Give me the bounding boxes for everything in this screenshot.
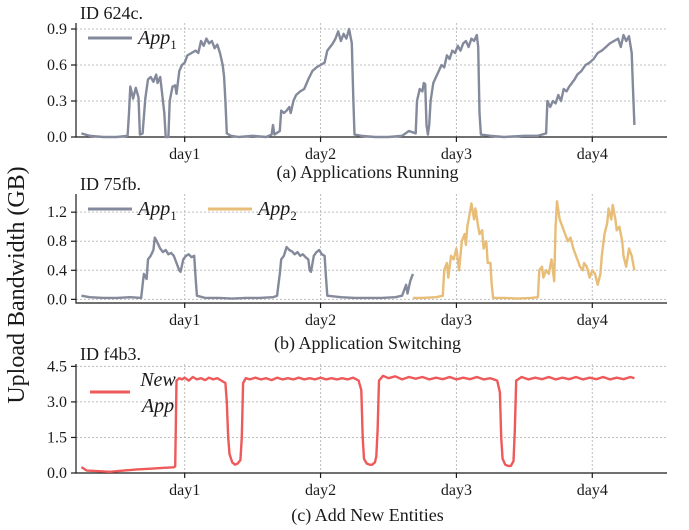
legend: New App	[90, 369, 176, 417]
chart-panel-2: 0.0 0.4 0.8 1.2 day1 day2 day3 day4 ID 75fb. (b) …	[47, 174, 667, 354]
panel-id: ID 624c.	[80, 3, 143, 23]
x-tick-label: day4	[577, 312, 608, 329]
legend: App1	[88, 27, 177, 52]
legend-entry-2: App2	[256, 198, 297, 223]
legend-entry-name: App	[136, 198, 170, 220]
legend: App1 App2	[88, 198, 297, 223]
series-line-1	[81, 236, 415, 300]
axis-frame	[75, 194, 667, 304]
series-line-2	[412, 200, 636, 300]
x-tick-label: day3	[441, 146, 472, 163]
series-line-1	[81, 27, 636, 139]
legend-entry-subscript: 1	[170, 208, 177, 223]
x-tick-label: day1	[169, 146, 200, 163]
y-tick-label: 0.3	[47, 93, 67, 110]
y-tick-label: 0.4	[47, 262, 67, 279]
x-tick-label: day3	[441, 312, 472, 329]
y-tick-label: 3.0	[47, 394, 67, 411]
legend-entry-1: App1	[136, 198, 177, 223]
x-tick-label: day1	[169, 482, 200, 499]
x-tick-label: day2	[305, 146, 336, 163]
panel-id: ID f4b3.	[80, 344, 141, 364]
y-tick-label: 4.5	[47, 358, 67, 375]
panel-caption: (a) Applications Running	[277, 162, 459, 183]
y-tick-label: 0.8	[47, 233, 67, 250]
x-tick-label: day3	[441, 482, 472, 499]
series-line-1	[80, 374, 635, 473]
legend-entry-name: App	[256, 198, 290, 220]
x-tick-label: day1	[169, 312, 200, 329]
legend-entry-line: New	[139, 369, 176, 391]
y-tick-label: 0.0	[47, 129, 67, 146]
y-tick-label: 0.9	[47, 21, 67, 38]
x-tick-label: day2	[305, 312, 336, 329]
y-axis-label: Upload Bandwidth (GB)	[4, 166, 30, 403]
panel-caption: (b) Application Switching	[274, 333, 461, 354]
y-tick-label: 1.5	[47, 429, 67, 446]
x-tick-label: day4	[577, 146, 608, 163]
legend-entry-1: App1	[136, 27, 177, 52]
panel-caption: (c) Add New Entities	[291, 505, 443, 526]
x-tick-label: day2	[305, 482, 336, 499]
chart-panels: 0.0 0.3 0.6 0.9 day1 day2 day3 day4 ID 624c. (a) …	[47, 3, 667, 526]
legend-entry-subscript: 2	[290, 208, 297, 223]
legend-entry-name: App	[136, 27, 170, 49]
legend-entry-subscript: 1	[170, 37, 177, 52]
chart-panel-3: 0.0 1.5 3.0 4.5 day1 day2 day3 day4 ID f4b3. (c) …	[47, 344, 667, 526]
panel-id: ID 75fb.	[80, 174, 141, 194]
y-tick-label: 0.0	[47, 465, 67, 482]
y-tick-label: 0.6	[47, 57, 67, 74]
y-tick-label: 1.2	[47, 204, 67, 221]
y-tick-label: 0.0	[47, 291, 67, 308]
legend-entry-line: App	[140, 395, 174, 417]
axis-frame	[75, 364, 667, 474]
x-tick-label: day4	[577, 482, 608, 499]
axis-frame	[75, 23, 667, 138]
chart-panel-1: 0.0 0.3 0.6 0.9 day1 day2 day3 day4 ID 624c. (a) …	[47, 3, 667, 183]
